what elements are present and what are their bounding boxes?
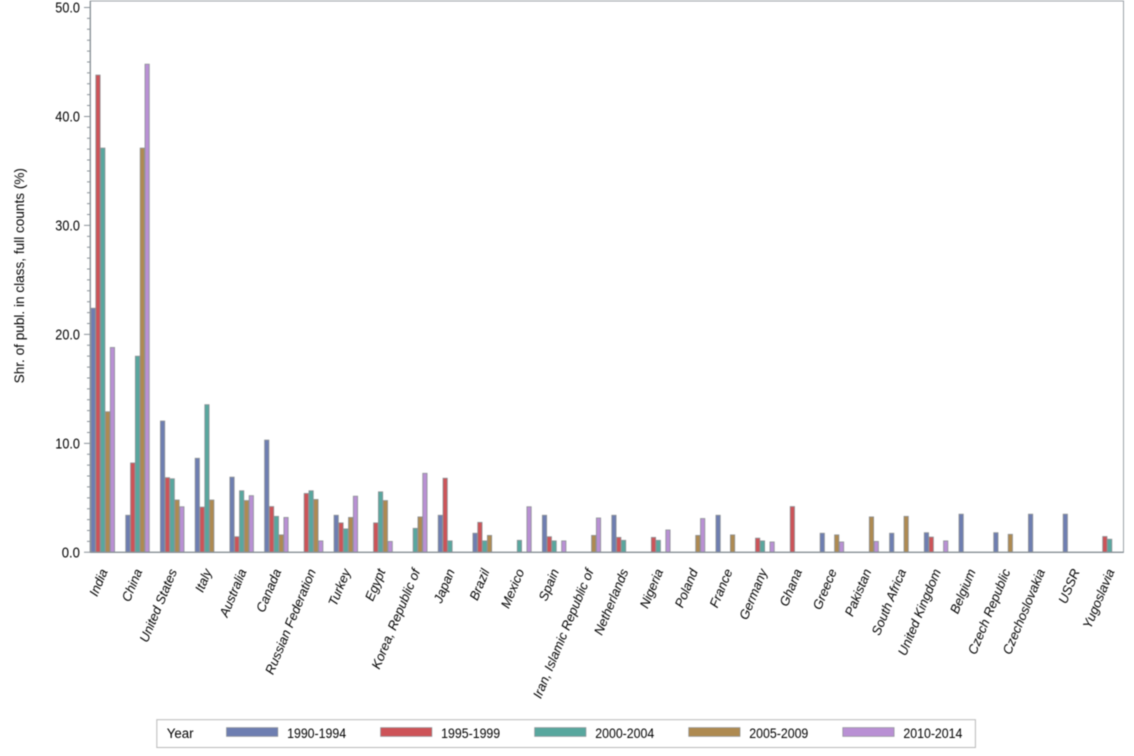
svg-text:2010-2014: 2010-2014 [903,726,963,741]
svg-text:40.0: 40.0 [55,110,80,126]
svg-text:30.0: 30.0 [55,219,80,235]
svg-text:Shr. of publ. in class, full c: Shr. of publ. in class, full counts (%) [12,168,27,383]
svg-text:1990-1994: 1990-1994 [287,726,347,741]
svg-text:20.0: 20.0 [55,328,80,344]
svg-text:0.0: 0.0 [62,546,80,562]
svg-text:2005-2009: 2005-2009 [749,726,808,741]
svg-text:2000-2004: 2000-2004 [595,726,655,741]
svg-text:50.0: 50.0 [55,1,80,17]
svg-text:Year: Year [167,726,194,741]
svg-text:10.0: 10.0 [55,437,80,453]
svg-text:1995-1999: 1995-1999 [441,726,500,741]
